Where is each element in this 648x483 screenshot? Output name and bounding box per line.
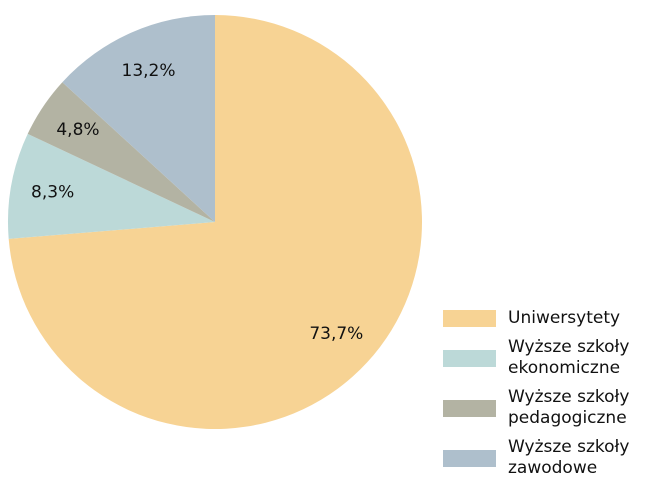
legend-label: Wyższe szkoły pedagogiczne bbox=[508, 387, 630, 428]
legend-item: Uniwersytety bbox=[443, 308, 643, 329]
data-label: 13,2% bbox=[122, 61, 176, 81]
pie-slice bbox=[62, 15, 216, 222]
data-label: 73,7% bbox=[309, 324, 363, 344]
data-label: 8,3% bbox=[31, 183, 74, 203]
legend-swatch bbox=[443, 349, 496, 367]
legend: Uniwersytety Wyższe szkoły ekonomiczne Wyż… bbox=[443, 308, 643, 483]
legend-item: Wyższe szkoły pedagogiczne bbox=[443, 387, 643, 429]
legend-item: Wyższe szkoły zawodowe bbox=[443, 437, 643, 479]
legend-label: Wyższe szkoły zawodowe bbox=[508, 437, 630, 478]
pie-slice bbox=[8, 15, 422, 430]
legend-swatch bbox=[443, 449, 496, 467]
legend-swatch bbox=[443, 399, 496, 417]
pie-slice bbox=[7, 133, 215, 239]
legend-label: Uniwersytety bbox=[508, 308, 621, 328]
legend-swatch bbox=[443, 310, 496, 327]
data-label: 4,8% bbox=[56, 120, 99, 140]
legend-label: Wyższe szkoły ekonomiczne bbox=[508, 337, 630, 378]
pie-slice bbox=[27, 82, 215, 222]
legend-item: Wyższe szkoły ekonomiczne bbox=[443, 337, 643, 379]
